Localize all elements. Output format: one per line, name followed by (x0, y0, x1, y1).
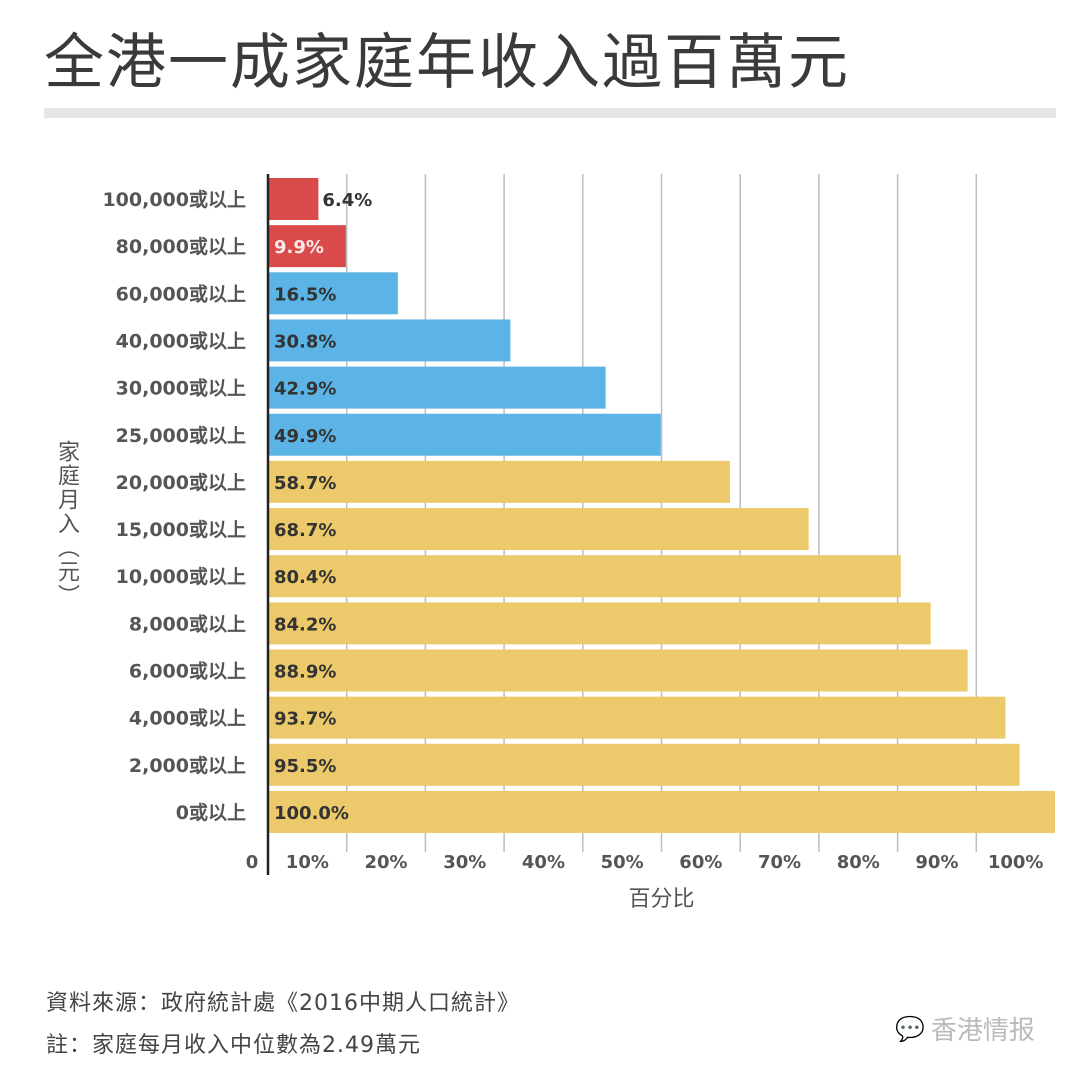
value-label: 49.9% (274, 426, 336, 447)
category-label: 15,000或以上 (116, 518, 246, 541)
category-label: 25,000或以上 (116, 424, 246, 447)
bar (268, 319, 511, 362)
category-label: 10,000或以上 (116, 565, 246, 588)
category-label: 6,000或以上 (129, 660, 246, 683)
bar (268, 413, 661, 456)
value-label: 58.7% (274, 473, 336, 494)
x-tick-label: 60% (679, 852, 722, 873)
category-label: 30,000或以上 (116, 377, 246, 400)
bar (268, 602, 931, 645)
chart-title: 全港一成家庭年收入過百萬元 (44, 28, 850, 98)
x-tick-label: 50% (601, 852, 644, 873)
category-label: 60,000或以上 (116, 282, 246, 305)
bar (268, 743, 1020, 786)
bar (268, 508, 809, 551)
title-divider (44, 108, 1056, 118)
bar (268, 272, 398, 315)
x-tick-label: 30% (443, 852, 486, 873)
category-label: 0或以上 (176, 801, 246, 824)
watermark-text: 香港情报 (930, 1016, 1035, 1046)
x-tick-label: 20% (365, 852, 408, 873)
bar (268, 225, 346, 268)
x-tick-label: 90% (915, 852, 958, 873)
category-label: 2,000或以上 (129, 754, 246, 777)
value-label: 84.2% (274, 614, 336, 635)
value-label: 9.9% (274, 237, 324, 258)
value-label: 6.4% (322, 190, 372, 211)
x-tick-label: 100% (988, 852, 1044, 873)
bar (268, 460, 730, 503)
x-tick-label: 40% (522, 852, 565, 873)
bar-chart: 100,000或以上 6.4% 80,000或以上 9.9% 60,000或以上 16.5… (102, 174, 1055, 912)
bar (268, 696, 1006, 739)
bar (268, 649, 968, 692)
x-axis-label: 百分比 (628, 887, 694, 912)
x-tick-label: 10% (286, 852, 329, 873)
value-label: 42.9% (274, 379, 336, 400)
value-label: 68.7% (274, 520, 336, 541)
bar (268, 178, 319, 220)
bar (268, 790, 1055, 833)
category-label: 100,000或以上 (102, 188, 246, 211)
bar (268, 366, 606, 409)
value-label: 93.7% (274, 709, 336, 730)
watermark: 💬 香港情报 (895, 1010, 1035, 1047)
x-tick-label: 70% (758, 852, 801, 873)
value-label: 95.5% (274, 756, 336, 777)
category-label: 8,000或以上 (129, 612, 246, 635)
median-note: 註：家庭每月收入中位數為2.49萬元 (46, 1033, 421, 1058)
category-label: 4,000或以上 (129, 707, 246, 730)
y-axis-label: 家庭月入（元） (54, 440, 79, 608)
category-label: 80,000或以上 (116, 235, 246, 258)
value-label: 80.4% (274, 567, 336, 588)
value-label: 30.8% (274, 331, 336, 352)
category-label: 20,000或以上 (116, 471, 246, 494)
value-label: 16.5% (274, 284, 336, 305)
wechat-icon: 💬 (895, 1014, 925, 1043)
bar (268, 555, 901, 598)
x-tick-label: 80% (837, 852, 880, 873)
source-note: 資料來源：政府統計處《2016中期人口統計》 (46, 991, 520, 1016)
value-label: 100.0% (274, 803, 349, 824)
x-tick-label: 0 (246, 852, 259, 873)
value-label: 88.9% (274, 662, 336, 683)
category-label: 40,000或以上 (116, 329, 246, 352)
